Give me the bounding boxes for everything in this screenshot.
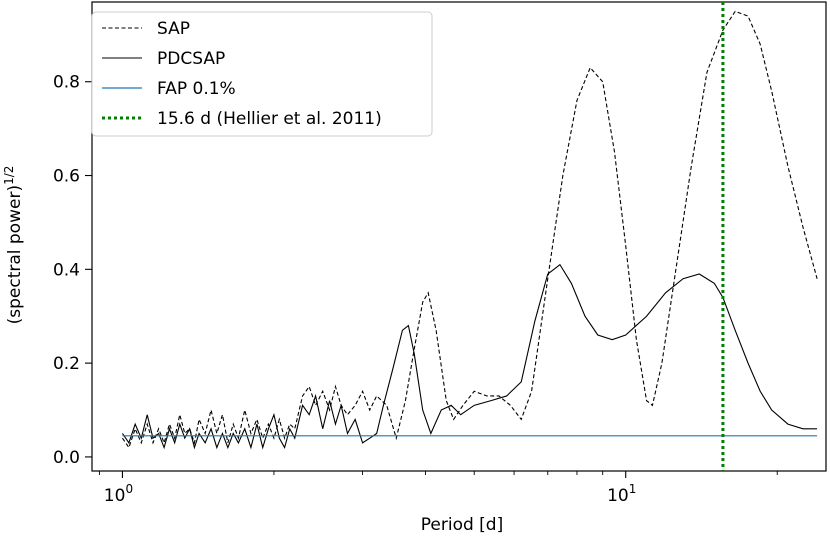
legend-box (91, 11, 433, 137)
y-tick-label-3: 0.6 (53, 167, 80, 187)
y-tick-label-1: 0.2 (53, 354, 80, 374)
y-tick-label-2: 0.4 (53, 260, 80, 280)
series-layer (121, 2, 818, 471)
legend-label-2: FAP 0.1% (157, 79, 236, 99)
series-line-0 (121, 10, 818, 449)
y-tick-label-4: 0.8 (53, 73, 80, 93)
x-axis: 100 101 (98, 471, 778, 506)
legend-label-3: 15.6 d (Hellier et al. 2011) (157, 109, 382, 129)
x-tick-label-0: 100 (104, 482, 133, 506)
x-axis-label: Period [d] (421, 515, 503, 535)
legend: SAP PDCSAP FAP 0.1% 15.6 d (Hellier et al. … (91, 11, 433, 137)
plot-area (91, 1, 827, 472)
legend-label-1: PDCSAP (157, 49, 225, 69)
y-axis-label: (spectral power)1/2 (2, 166, 25, 325)
legend-label-0: SAP (157, 19, 190, 39)
x-tick-label-1: 101 (607, 482, 636, 506)
y-axis: 0.0 0.2 0.4 0.6 0.8 (53, 73, 92, 468)
y-axis-label-sup: 1/2 (2, 166, 16, 185)
plot-frame (91, 1, 827, 472)
series-line-1 (121, 263, 818, 450)
y-axis-label-base: (spectral power) (5, 185, 25, 324)
y-tick-label-0: 0.0 (53, 448, 80, 468)
